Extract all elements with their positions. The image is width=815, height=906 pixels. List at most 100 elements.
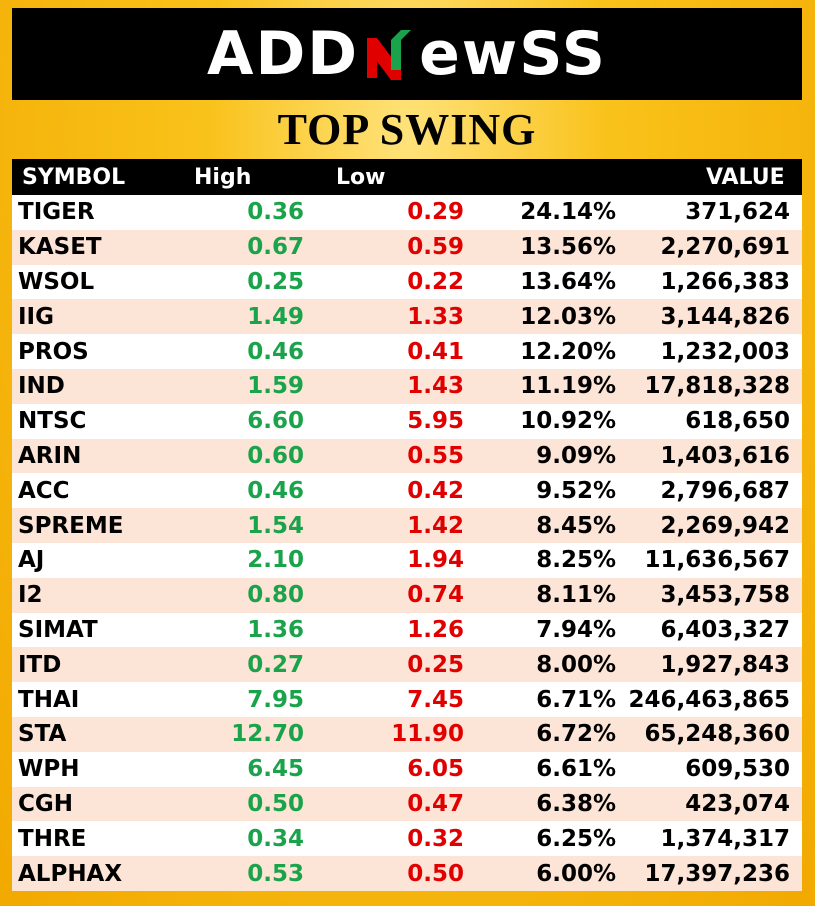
table-row: WPH 6.45 6.05 6.61% 609,530 [12,751,802,787]
table-row: SIMAT 1.36 1.26 7.94% 6,403,327 [12,612,802,648]
cell-percent: 6.71% [464,682,616,717]
header-high: High [172,159,304,195]
cell-percent: 6.25% [464,821,616,857]
cell-high: 0.46 [172,334,304,369]
cell-high: 0.53 [172,856,304,891]
table-row: ALPHAX 0.53 0.50 6.00% 17,397,236 [12,856,802,891]
table-row: I2 0.80 0.74 8.11% 3,453,758 [12,577,802,613]
cell-value: 1,266,383 [616,264,802,300]
cell-high: 0.27 [172,647,304,683]
cell-symbol: ACC [12,473,172,509]
cell-value: 246,463,865 [616,682,802,717]
cell-percent: 6.72% [464,716,616,752]
header-symbol: SYMBOL [12,159,172,195]
cell-percent: 13.56% [464,229,616,265]
cell-low: 1.43 [304,368,464,404]
cell-percent: 9.52% [464,473,616,509]
cell-symbol: ALPHAX [12,856,172,891]
cell-value: 2,796,687 [616,473,802,509]
cell-symbol: CGH [12,786,172,822]
cell-percent: 12.20% [464,334,616,369]
cell-low: 1.42 [304,508,464,543]
cell-symbol: I2 [12,577,172,613]
cell-symbol: IIG [12,299,172,335]
cell-low: 7.45 [304,682,464,717]
cell-symbol: SPREME [12,508,172,543]
cell-value: 11,636,567 [616,542,802,578]
cell-low: 0.55 [304,438,464,474]
logo-n-mark [361,26,417,82]
cell-high: 12.70 [172,716,304,752]
cell-high: 0.50 [172,786,304,822]
logo-text-right: ewSS [419,19,607,89]
cell-low: 0.22 [304,264,464,300]
cell-high: 0.36 [172,195,304,230]
cell-low: 0.25 [304,647,464,683]
cell-symbol: SIMAT [12,612,172,648]
cell-low: 0.32 [304,821,464,857]
table-row: IND 1.59 1.43 11.19% 17,818,328 [12,368,802,404]
cell-low: 0.50 [304,856,464,891]
table-row: IIG 1.49 1.33 12.03% 3,144,826 [12,299,802,335]
cell-value: 371,624 [616,195,802,230]
table-row: TIGER 0.36 0.29 24.14% 371,624 [12,195,802,230]
logo-banner: ADD ewSS [12,8,802,100]
table-row: THRE 0.34 0.32 6.25% 1,374,317 [12,821,802,857]
cell-percent: 6.61% [464,751,616,787]
cell-symbol: STA [12,716,172,752]
cell-high: 0.67 [172,229,304,265]
cell-symbol: IND [12,368,172,404]
cell-symbol: WPH [12,751,172,787]
title-band: TOP SWING [12,100,802,158]
cell-value: 1,403,616 [616,438,802,474]
cell-high: 1.59 [172,368,304,404]
table-row: STA 12.70 11.90 6.72% 65,248,360 [12,716,802,752]
cell-symbol: KASET [12,229,172,265]
cell-high: 0.25 [172,264,304,300]
cell-percent: 12.03% [464,299,616,335]
cell-high: 1.54 [172,508,304,543]
cell-percent: 8.11% [464,577,616,613]
cell-symbol: TIGER [12,195,172,230]
table-row: CGH 0.50 0.47 6.38% 423,074 [12,786,802,822]
table-row: KASET 0.67 0.59 13.56% 2,270,691 [12,229,802,265]
cell-value: 17,818,328 [616,368,802,404]
cell-low: 5.95 [304,403,464,439]
table-row: NTSC 6.60 5.95 10.92% 618,650 [12,403,802,439]
cell-low: 0.41 [304,334,464,369]
cell-symbol: ITD [12,647,172,683]
brand-logo: ADD ewSS [207,24,607,84]
header-low: Low [304,159,464,195]
cell-percent: 8.45% [464,508,616,543]
cell-value: 65,248,360 [616,716,802,752]
cell-low: 1.26 [304,612,464,648]
logo-text-left: ADD [207,19,360,89]
cell-high: 6.45 [172,751,304,787]
cell-symbol: AJ [12,542,172,578]
cell-value: 1,232,003 [616,334,802,369]
cell-value: 2,270,691 [616,229,802,265]
cell-low: 0.42 [304,473,464,509]
swing-table-container: SYMBOL High Low VALUE TIGER 0.36 0.29 24.14… [12,159,802,891]
cell-high: 7.95 [172,682,304,717]
table-row: PROS 0.46 0.41 12.20% 1,232,003 [12,334,802,369]
cell-value: 17,397,236 [616,856,802,891]
cell-percent: 6.38% [464,786,616,822]
cell-high: 1.36 [172,612,304,648]
cell-low: 11.90 [304,716,464,752]
table-row: AJ 2.10 1.94 8.25% 11,636,567 [12,542,802,578]
cell-value: 6,403,327 [616,612,802,648]
cell-value: 1,374,317 [616,821,802,857]
cell-value: 423,074 [616,786,802,822]
page-title: TOP SWING [277,104,537,154]
cell-high: 0.34 [172,821,304,857]
cell-percent: 7.94% [464,612,616,648]
table-header-row: SYMBOL High Low VALUE [12,159,802,195]
cell-percent: 9.09% [464,438,616,474]
cell-percent: 24.14% [464,195,616,230]
cell-value: 618,650 [616,403,802,439]
cell-high: 2.10 [172,542,304,578]
cell-high: 0.60 [172,438,304,474]
header-value: VALUE [616,159,802,195]
